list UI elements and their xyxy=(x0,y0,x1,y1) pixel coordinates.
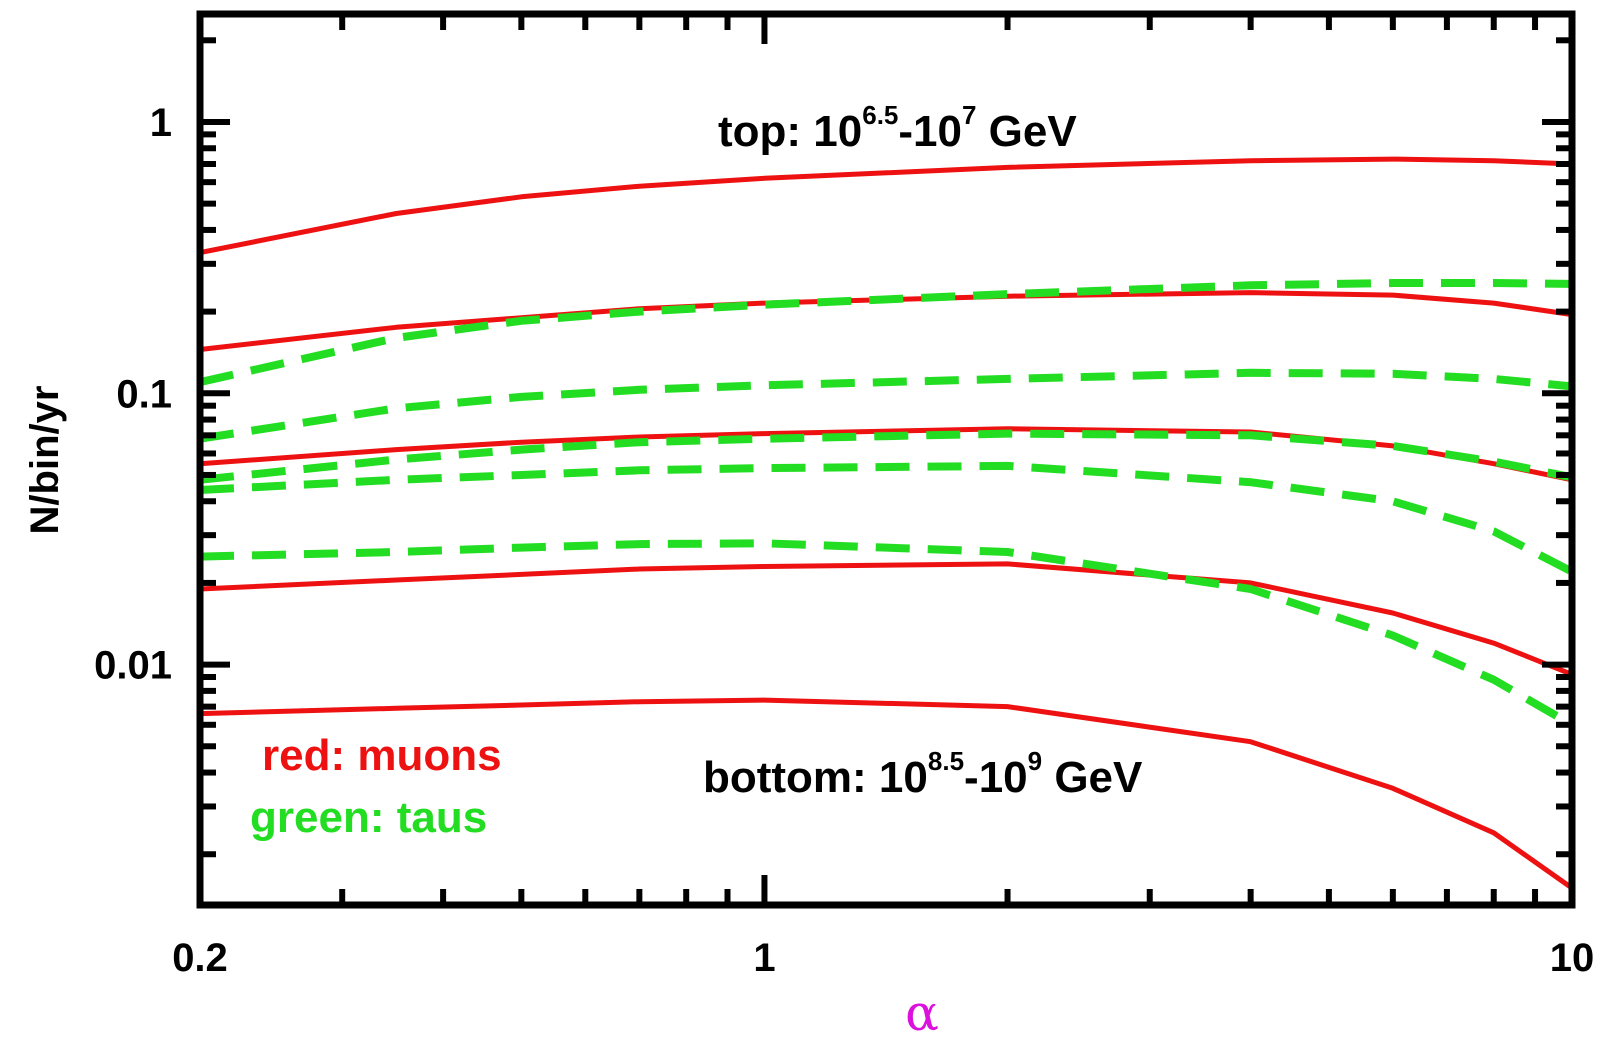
plot-frame xyxy=(196,10,1576,909)
y-axis-title: N/bin/yr xyxy=(23,386,67,535)
tau-curve-9 xyxy=(199,539,1574,729)
labels-layer: 0.2 1 10 0.01 0.1 1 xyxy=(94,101,1594,980)
tau-curve-7 xyxy=(199,429,1573,484)
x-axis-title: α xyxy=(905,984,939,1042)
x-tick-label: 10 xyxy=(1550,936,1595,980)
muon-curve-3 xyxy=(199,561,1573,677)
muon-curve-2 xyxy=(199,426,1573,483)
y-tick-label: 0.1 xyxy=(116,372,172,416)
x-tick-label: 1 xyxy=(753,936,775,980)
annotation-bottom: bottom: 108.5-109 GeV xyxy=(703,746,1143,802)
y-tick-label: 0.01 xyxy=(94,644,172,688)
muon-curve-4 xyxy=(199,697,1574,891)
tau-curve-6 xyxy=(199,368,1573,443)
series-layer xyxy=(199,156,1574,891)
legend-taus: green: taus xyxy=(250,793,487,842)
muon-curve-0 xyxy=(199,156,1573,256)
annotation-top: top: 106.5-107 GeV xyxy=(718,100,1077,156)
tau-curve-8 xyxy=(199,461,1574,576)
legend-muons: red: muons xyxy=(262,731,502,780)
x-tick-label: 0.2 xyxy=(172,936,228,980)
tau-curve-5 xyxy=(199,279,1573,387)
y-tick-label: 1 xyxy=(150,101,172,145)
